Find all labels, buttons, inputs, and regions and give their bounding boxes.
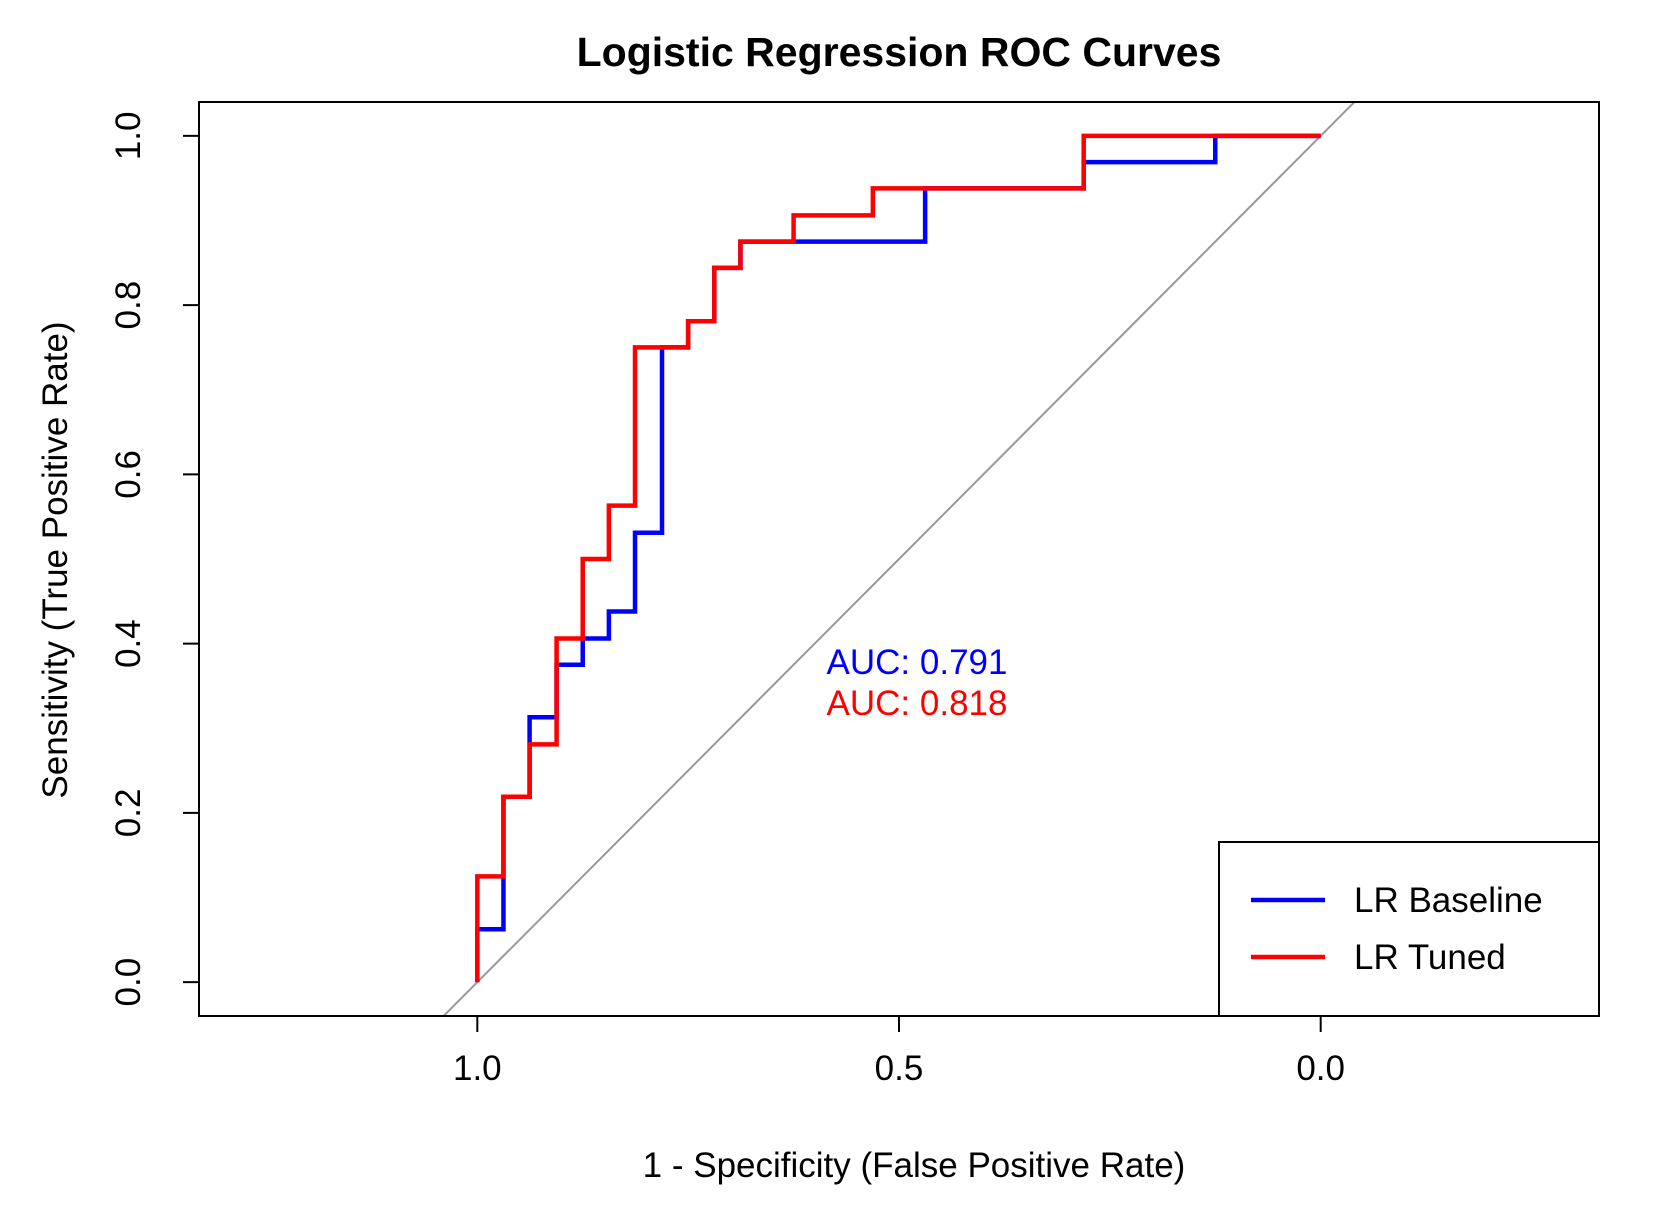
x-tick-label: 1.0: [453, 1049, 502, 1088]
x-axis: 1.0 0.5 0.0: [453, 1015, 1345, 1088]
y-tick-label: 0.2: [109, 789, 148, 838]
series-layer: [475, 133, 1321, 983]
x-tick-label: 0.5: [875, 1049, 924, 1088]
series-line-lr-tuned: [475, 133, 1321, 983]
x-tick-label: 0.0: [1296, 1049, 1345, 1088]
y-tick-label: 0.4: [109, 619, 148, 668]
legend-box: [1218, 841, 1600, 1017]
reference-layer: [442, 102, 1356, 1016]
y-tick-label: 0.6: [109, 450, 148, 499]
y-axis: 0.0 0.2 0.4 0.6 0.8 1.0: [109, 112, 199, 1007]
y-tick-label: 0.0: [109, 958, 148, 1007]
auc-label-lr-tuned: AUC: 0.818: [827, 684, 1008, 723]
chance-line: [442, 102, 1356, 1016]
y-axis-label: Sensitivity (True Positive Rate): [36, 321, 75, 798]
auc-label-lr-baseline: AUC: 0.791: [827, 643, 1008, 682]
x-axis-label: 1 - Specificity (False Positive Rate): [643, 1146, 1186, 1185]
y-tick-label: 0.8: [109, 281, 148, 330]
legend-label-lr-tuned: LR Tuned: [1354, 938, 1506, 977]
y-tick-label: 1.0: [109, 112, 148, 161]
legend: LR Baseline LR Tuned: [1218, 841, 1600, 1017]
chart-title: Logistic Regression ROC Curves: [577, 29, 1222, 75]
legend-label-lr-baseline: LR Baseline: [1354, 881, 1543, 920]
